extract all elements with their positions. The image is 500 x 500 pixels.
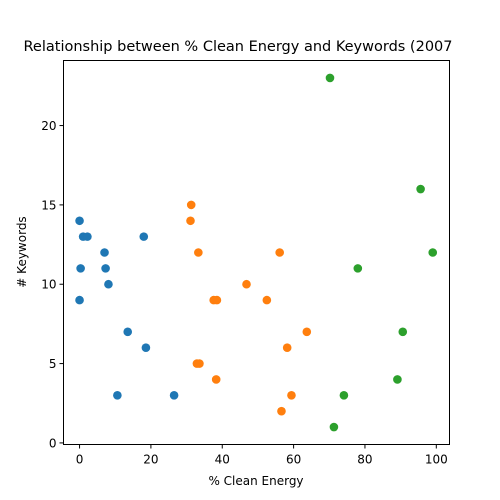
data-point	[75, 295, 84, 305]
data-point	[195, 359, 204, 368]
data-point	[398, 327, 408, 337]
y-tick-label: 5	[49, 357, 57, 371]
points-layer	[75, 73, 438, 432]
data-point	[101, 264, 110, 273]
data-point	[83, 232, 92, 241]
data-point	[113, 391, 122, 400]
data-point	[262, 295, 272, 305]
y-tick-label: 20	[41, 119, 56, 133]
data-point	[123, 327, 133, 337]
data-point	[169, 391, 179, 400]
data-point	[353, 264, 363, 273]
data-point	[302, 327, 312, 337]
x-tick-label: 80	[357, 453, 372, 467]
data-point	[275, 248, 284, 257]
y-tick-label: 10	[41, 278, 56, 292]
data-point	[139, 232, 149, 241]
y-tick-label: 15	[41, 198, 56, 212]
x-tick-label: 40	[215, 453, 230, 467]
data-point	[75, 216, 84, 226]
data-point	[104, 279, 113, 289]
x-tick-label: 60	[286, 453, 301, 467]
data-point	[428, 248, 438, 257]
x-tick-label: 20	[143, 453, 158, 467]
y-tick-label: 0	[49, 436, 57, 450]
data-point	[141, 343, 151, 353]
data-point	[186, 200, 196, 210]
y-axis-label: # Keywords	[15, 216, 29, 287]
data-point	[211, 375, 221, 384]
data-point	[287, 391, 296, 400]
data-point	[416, 184, 425, 194]
data-point	[194, 248, 203, 257]
data-point	[329, 422, 339, 432]
data-point	[212, 295, 222, 305]
data-point	[186, 216, 195, 226]
data-point	[393, 375, 402, 384]
x-tick-label: 0	[76, 453, 84, 467]
chart-title: Relationship between % Clean Energy and …	[24, 39, 453, 55]
data-point	[325, 73, 335, 83]
data-point	[100, 248, 109, 257]
x-tick-label: 100	[425, 453, 448, 467]
data-point	[282, 343, 292, 353]
data-point	[277, 406, 286, 416]
data-point	[242, 279, 251, 289]
data-point	[76, 264, 85, 273]
y-axis-ticks: 0 5 10 15 20	[41, 119, 64, 450]
plot-frame	[63, 60, 450, 445]
x-axis-label: % Clean Energy	[208, 474, 303, 488]
x-axis-ticks: 0 20 40 60 80 100	[76, 444, 448, 467]
data-point	[339, 391, 349, 400]
